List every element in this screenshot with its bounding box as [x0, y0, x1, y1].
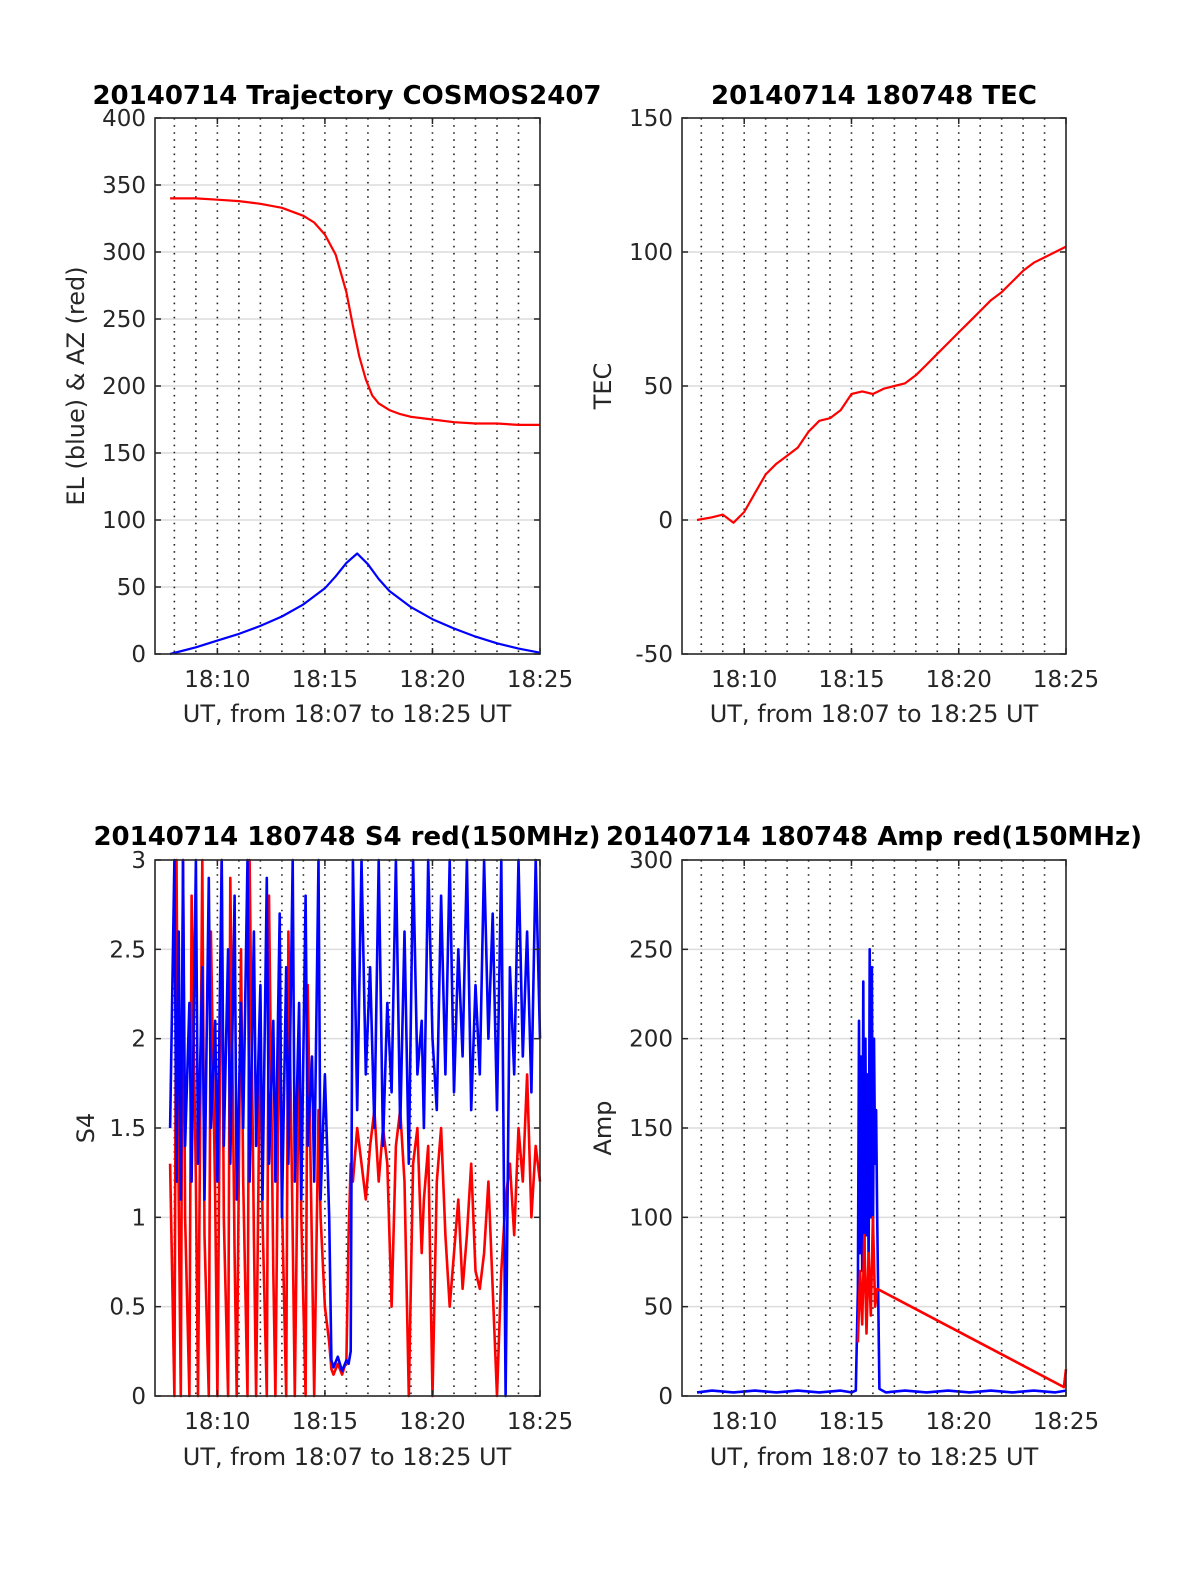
x-tick-label: 18:25: [1033, 667, 1099, 693]
y-tick-label: 50: [644, 374, 673, 400]
y-tick-label: 2.5: [109, 937, 146, 963]
y-tick-label: 50: [644, 1295, 673, 1321]
x-axis-label: UT, from 18:07 to 18:25 UT: [710, 700, 1039, 728]
y-axis-label: TEC: [589, 363, 617, 411]
x-tick-label: 18:10: [711, 667, 777, 693]
y-tick-label: -50: [635, 642, 673, 668]
y-tick-label: 2: [131, 1027, 146, 1053]
y-tick-label: 250: [629, 937, 673, 963]
y-tick-label: 100: [102, 508, 146, 534]
y-tick-label: 0: [131, 642, 146, 668]
x-tick-label: 18:20: [926, 667, 992, 693]
x-tick-label: 18:15: [292, 667, 358, 693]
y-axis-label: EL (blue) & AZ (red): [62, 266, 90, 505]
x-tick-label: 18:15: [818, 667, 884, 693]
x-axis-label: UT, from 18:07 to 18:25 UT: [183, 1443, 512, 1471]
x-axis-label: UT, from 18:07 to 18:25 UT: [183, 700, 512, 728]
y-tick-label: 300: [102, 240, 146, 266]
trajectory-chart: 20140714 Trajectory COSMOS2407 UT, from …: [62, 81, 602, 728]
y-tick-label: 100: [629, 240, 673, 266]
y-axis-label: Amp: [589, 1100, 617, 1155]
y-tick-label: 3: [131, 848, 146, 874]
y-tick-label: 0.5: [109, 1295, 146, 1321]
y-axis-label: S4: [72, 1113, 100, 1144]
x-tick-label: 18:20: [926, 1409, 992, 1435]
y-tick-label: 0: [658, 1384, 673, 1410]
chart-title: 20140714 180748 S4 red(150MHz): [93, 822, 600, 852]
y-tick-label: 0: [131, 1384, 146, 1410]
x-tick-label: 18:10: [711, 1409, 777, 1435]
x-tick-label: 18:20: [399, 667, 465, 693]
y-tick-label: 150: [629, 1116, 673, 1142]
y-tick-label: 50: [117, 575, 146, 601]
x-tick-label: 18:15: [818, 1409, 884, 1435]
chart-title: 20140714 180748 TEC: [711, 81, 1037, 111]
amp-chart: 20140714 180748 Amp red(150MHz) UT, from…: [589, 822, 1142, 1471]
x-tick-label: 18:10: [184, 1409, 250, 1435]
tec-chart: 20140714 180748 TEC UT, from 18:07 to 18…: [589, 81, 1099, 728]
chart-title: 20140714 Trajectory COSMOS2407: [92, 81, 601, 111]
y-tick-label: 300: [629, 848, 673, 874]
y-tick-label: 350: [102, 173, 146, 199]
x-tick-label: 18:20: [399, 1409, 465, 1435]
y-tick-label: 150: [629, 106, 673, 132]
y-tick-label: 150: [102, 441, 146, 467]
x-tick-label: 18:25: [507, 667, 573, 693]
y-tick-label: 400: [102, 106, 146, 132]
x-tick-label: 18:25: [507, 1409, 573, 1435]
y-tick-label: 0: [658, 508, 673, 534]
y-tick-label: 1: [131, 1205, 146, 1231]
s4-chart: 20140714 180748 S4 red(150MHz) UT, from …: [72, 822, 601, 1471]
x-axis-label: UT, from 18:07 to 18:25 UT: [710, 1443, 1039, 1471]
chart-title: 20140714 180748 Amp red(150MHz): [606, 822, 1142, 852]
y-tick-label: 1.5: [109, 1116, 146, 1142]
x-tick-label: 18:10: [184, 667, 250, 693]
x-tick-label: 18:25: [1033, 1409, 1099, 1435]
y-tick-label: 200: [102, 374, 146, 400]
y-tick-label: 100: [629, 1205, 673, 1231]
y-tick-label: 250: [102, 307, 146, 333]
x-tick-label: 18:15: [292, 1409, 358, 1435]
figure: 20140714 Trajectory COSMOS2407 UT, from …: [0, 0, 1200, 1575]
y-tick-label: 200: [629, 1027, 673, 1053]
